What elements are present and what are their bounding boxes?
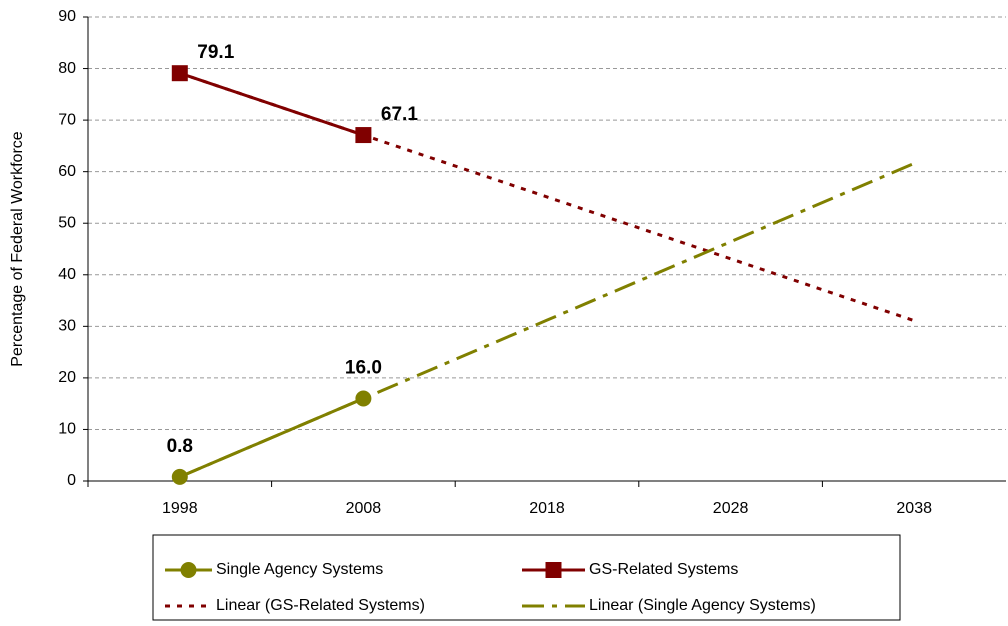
data-point [171,65,188,82]
y-tick-label: 30 [58,318,76,335]
y-tick-label: 20 [58,369,76,386]
x-tick-label: 2008 [346,500,382,517]
legend-marker [180,562,197,578]
data-label: 16.0 [345,358,382,379]
y-tick-label: 80 [58,60,76,77]
x-tick-label: 1998 [162,500,198,517]
y-tick-label: 60 [58,163,76,180]
y-tick-label: 70 [58,111,76,128]
data-label: 0.8 [167,436,193,457]
legend-marker [545,562,562,578]
y-axis-title: Percentage of Federal Workforce [9,131,26,366]
data-point [171,468,188,485]
legend-label: Linear (Single Agency Systems) [589,597,816,614]
x-tick-label: 2018 [529,500,565,517]
series-line [179,71,364,137]
y-tick-label: 50 [58,214,76,231]
series-line [179,397,364,479]
data-label: 67.1 [381,104,418,125]
data-label: 79.1 [197,42,234,63]
legend-label: Linear (GS-Related Systems) [216,597,425,614]
y-tick-label: 40 [58,266,76,283]
y-tick-label: 90 [58,8,76,25]
legend-label: Single Agency Systems [216,561,383,578]
series-line [179,71,915,323]
x-tick-label: 2028 [713,500,749,517]
y-tick-label: 10 [58,421,76,438]
data-point [355,127,372,144]
x-tick-label: 2038 [896,500,932,517]
data-point [355,390,372,407]
legend-label: GS-Related Systems [589,561,738,578]
y-tick-label: 0 [67,472,76,489]
